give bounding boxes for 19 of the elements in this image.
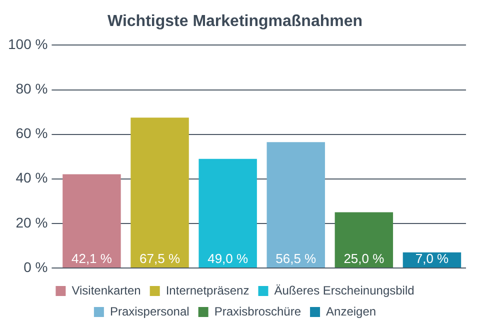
- y-tick-label: 80 %: [16, 80, 48, 97]
- y-tick-label: 0 %: [24, 258, 48, 275]
- y-tick-label: 40 %: [16, 170, 48, 186]
- legend-label: Internetpräsenz: [166, 283, 250, 298]
- legend-label: Praxisbroschüre: [214, 304, 302, 318]
- data-label: 7,0 %: [415, 251, 450, 266]
- data-label: 67,5 %: [140, 251, 180, 266]
- legend-label: Anzeigen: [326, 304, 376, 318]
- chart-title: Wichtigste Marketingmaßnahmen: [107, 13, 363, 30]
- y-tick-label: 60 %: [16, 125, 48, 142]
- legend-label: Visitenkarten: [72, 283, 141, 298]
- y-tick-label: 100 %: [8, 36, 48, 52]
- data-label: 25,0 %: [344, 251, 385, 266]
- y-tick-label: 20 %: [16, 214, 48, 230]
- data-label: 42,1 %: [71, 251, 112, 266]
- data-label: 49,0 %: [208, 251, 248, 266]
- legend-label: Praxispersonal: [110, 304, 190, 318]
- data-label: 56,5 %: [276, 251, 317, 266]
- legend-label: Äußeres Erscheinungsbild: [274, 283, 414, 298]
